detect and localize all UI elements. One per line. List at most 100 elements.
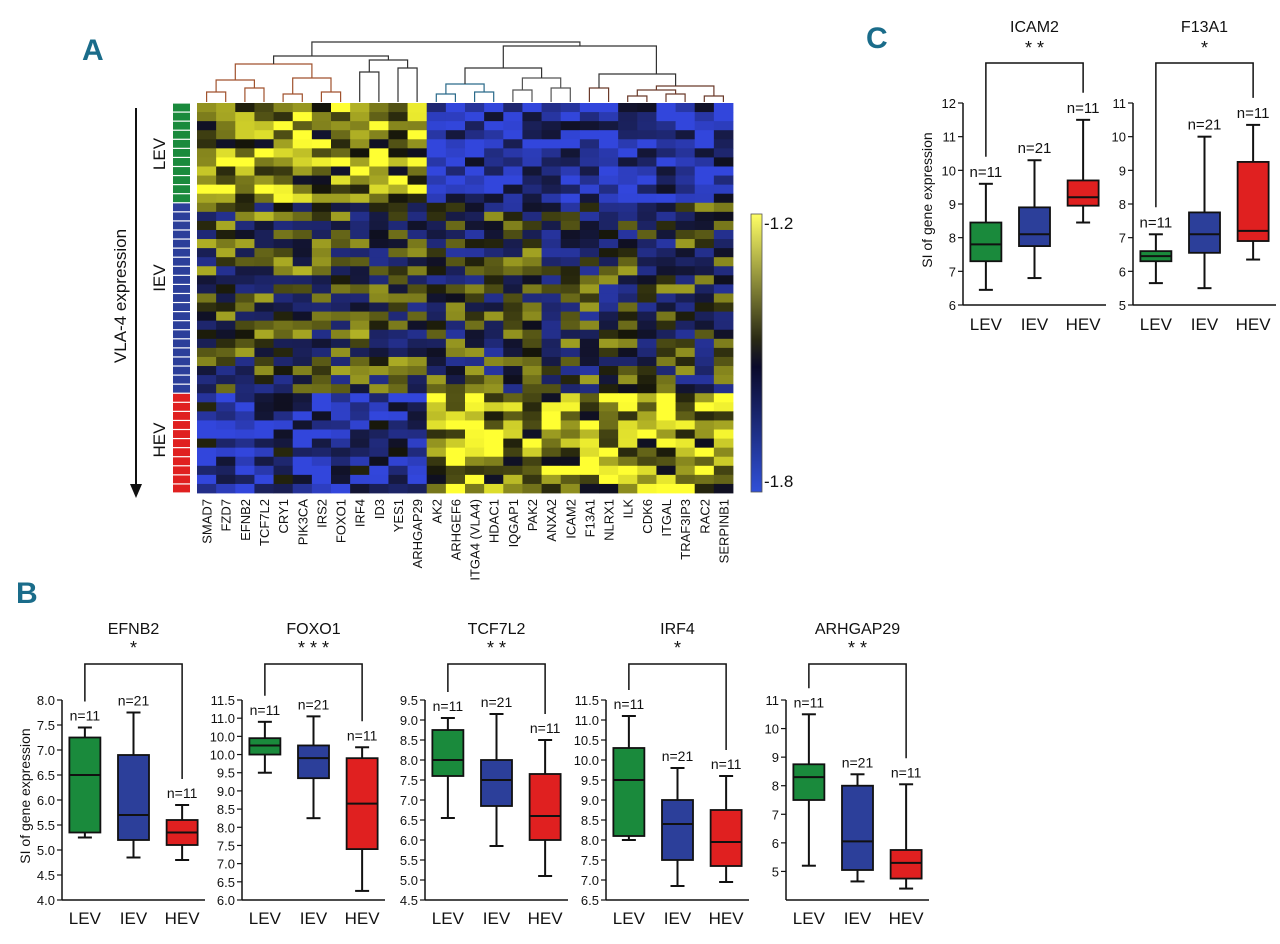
heatmap-cell bbox=[484, 112, 504, 122]
heatmap-cell bbox=[465, 356, 485, 367]
heatmap-grid bbox=[197, 103, 734, 494]
heatmap-cell bbox=[618, 248, 638, 258]
heatmap-cell bbox=[637, 329, 657, 340]
gene-label: ARHGAP29 bbox=[410, 499, 425, 568]
heatmap-cell bbox=[484, 483, 504, 494]
heatmap-cell bbox=[254, 112, 274, 122]
heatmap-cell bbox=[254, 148, 274, 158]
heatmap-cell bbox=[503, 356, 523, 367]
heatmap-cell bbox=[445, 347, 466, 358]
heatmap-cell bbox=[369, 202, 389, 213]
heatmap-cell bbox=[216, 402, 236, 412]
heatmap-cell bbox=[407, 148, 428, 158]
group-bar-iev bbox=[173, 375, 190, 384]
heatmap-cell bbox=[656, 121, 676, 131]
heatmap-cell bbox=[445, 184, 466, 195]
heatmap-cell bbox=[465, 139, 485, 149]
heatmap-cell bbox=[369, 248, 389, 258]
heatmap-cell bbox=[445, 474, 466, 485]
heatmap-cell bbox=[197, 229, 217, 240]
x-tick-label: IEV bbox=[1191, 315, 1219, 334]
heatmap-cell bbox=[273, 438, 294, 449]
heatmap-cell bbox=[484, 474, 504, 485]
y-tick-label: 10.5 bbox=[574, 733, 599, 748]
heatmap-cell bbox=[350, 483, 370, 494]
heatmap-cell bbox=[484, 148, 504, 158]
heatmap-cell bbox=[465, 284, 485, 294]
heatmap-cell bbox=[599, 184, 619, 195]
heatmap-cell bbox=[407, 121, 428, 131]
heatmap-cell bbox=[426, 447, 447, 458]
heatmap-cell bbox=[350, 175, 370, 186]
y-tick-label: 7.5 bbox=[217, 838, 235, 853]
group-bar-iev bbox=[173, 275, 190, 284]
heatmap-cell bbox=[216, 284, 236, 294]
heatmap-cell bbox=[388, 465, 408, 476]
heatmap-cell bbox=[216, 375, 236, 385]
heatmap-cell bbox=[522, 465, 542, 476]
heatmap-cell bbox=[292, 438, 313, 449]
heatmap-cell bbox=[637, 266, 657, 276]
heatmap-cell bbox=[197, 166, 217, 176]
heatmap-cell bbox=[637, 293, 657, 303]
heatmap-cell bbox=[465, 266, 485, 276]
heatmap-cell bbox=[503, 420, 523, 430]
box-lev bbox=[612, 747, 646, 837]
heatmap-cell bbox=[484, 465, 504, 476]
heatmap-cell bbox=[694, 284, 715, 294]
heatmap-cell bbox=[637, 465, 657, 476]
heatmap-cell bbox=[426, 266, 447, 276]
heatmap-cell bbox=[445, 112, 466, 122]
heatmap-cell bbox=[445, 384, 466, 394]
n-label: n=11 bbox=[1237, 105, 1270, 122]
heatmap-cell bbox=[694, 311, 715, 322]
heatmap-cell bbox=[694, 248, 715, 258]
heatmap-cell bbox=[369, 375, 389, 385]
heatmap-cell bbox=[484, 103, 504, 113]
heatmap-cell bbox=[656, 202, 676, 213]
heatmap-cell bbox=[197, 402, 217, 412]
heatmap-cell bbox=[599, 293, 619, 303]
y-tick-label: 11.0 bbox=[575, 713, 599, 728]
heatmap-cell bbox=[484, 338, 504, 349]
heatmap-cell bbox=[484, 456, 504, 467]
heatmap-cell bbox=[618, 257, 638, 267]
heatmap-cell bbox=[465, 157, 485, 167]
heatmap-cell bbox=[713, 429, 734, 439]
heatmap-cell bbox=[637, 121, 657, 131]
gene-label: FOXO1 bbox=[334, 499, 349, 543]
heatmap-cell bbox=[235, 220, 255, 231]
heatmap-cell bbox=[541, 148, 562, 158]
heatmap-cell bbox=[599, 248, 619, 258]
heatmap-cell bbox=[465, 402, 485, 412]
box-hev bbox=[889, 849, 923, 880]
y-tick-label: 10 bbox=[1112, 130, 1126, 145]
y-tick-label: 7.5 bbox=[581, 853, 599, 868]
heatmap-cell bbox=[273, 483, 294, 494]
heatmap-cell bbox=[484, 257, 504, 267]
heatmap-cell bbox=[541, 293, 562, 303]
heatmap-cell bbox=[445, 175, 466, 186]
heatmap-cell bbox=[694, 275, 715, 285]
heatmap-cell bbox=[560, 121, 581, 131]
heatmap-cell bbox=[599, 157, 619, 167]
box-lev bbox=[68, 736, 102, 834]
x-tick-label: LEV bbox=[1140, 315, 1173, 334]
heatmap-cell bbox=[713, 456, 734, 467]
heatmap-cell bbox=[465, 257, 485, 267]
heatmap-cell bbox=[273, 239, 294, 249]
heatmap-cell bbox=[331, 103, 351, 113]
heatmap-cell bbox=[369, 293, 389, 303]
heatmap-cell bbox=[369, 239, 389, 249]
heatmap-cell bbox=[618, 121, 638, 131]
heatmap-cell bbox=[522, 121, 542, 131]
heatmap-cell bbox=[292, 411, 313, 421]
n-label: n=11 bbox=[794, 694, 825, 710]
heatmap-cell bbox=[599, 257, 619, 267]
y-tick-label: 8.5 bbox=[581, 813, 599, 828]
heatmap-cell bbox=[292, 420, 313, 430]
heatmap-cell bbox=[388, 293, 408, 303]
group-bar-iev bbox=[173, 384, 190, 393]
heatmap-cell bbox=[388, 202, 408, 213]
y-tick-label: 5 bbox=[772, 864, 779, 879]
